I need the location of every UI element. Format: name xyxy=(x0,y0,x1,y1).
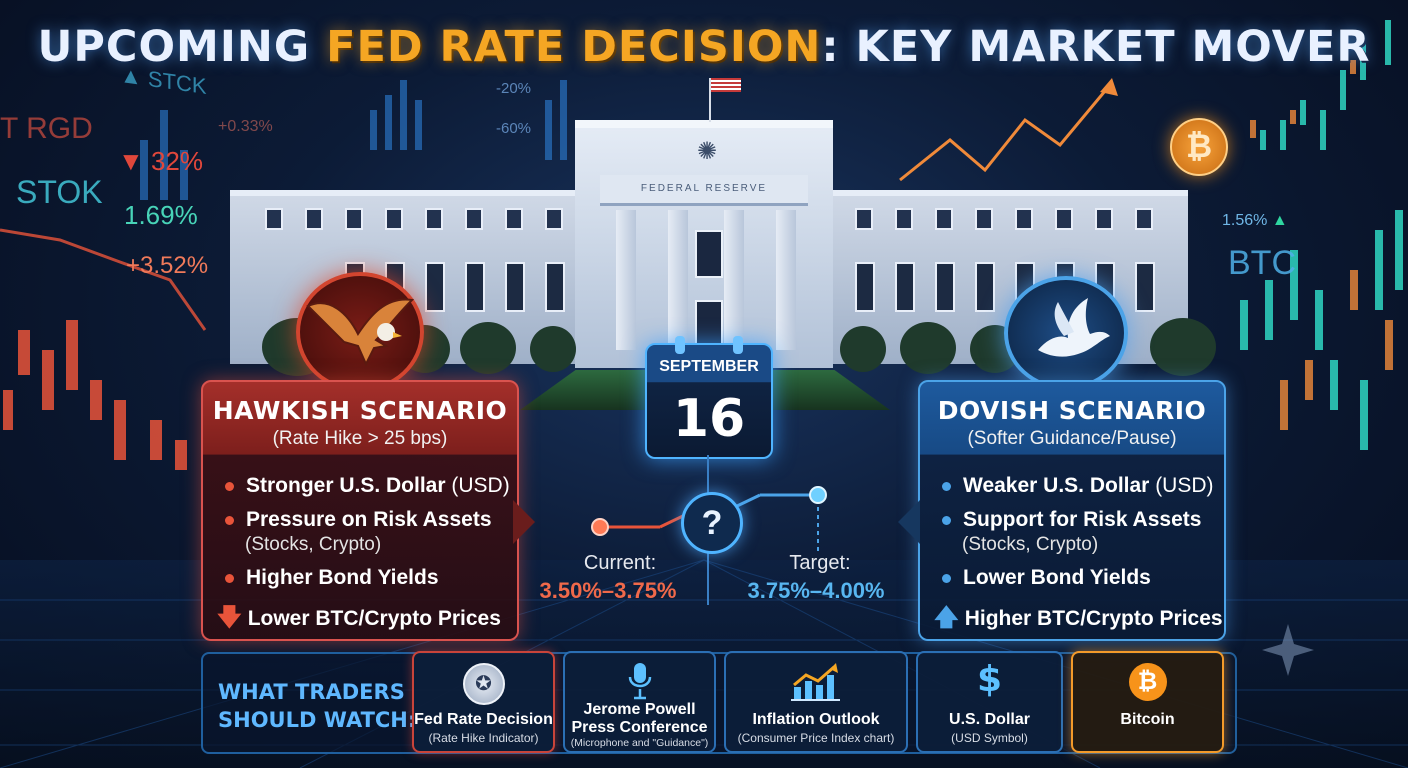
ticker-text: BTC xyxy=(1228,244,1296,282)
ticker-text: -20% xyxy=(496,80,532,97)
rising-chart-icon xyxy=(791,663,840,701)
calendar-ring xyxy=(675,336,685,354)
list-item: 🡅 Higher BTC/Crypto Prices xyxy=(934,604,1223,631)
calendar-day: 16 xyxy=(672,389,746,449)
ticker-text: +0.33% xyxy=(218,118,273,135)
list-item: Weaker U.S. Dollar (USD) xyxy=(942,474,1214,498)
tree xyxy=(840,326,886,372)
list-item-note: (Stocks, Crypto) xyxy=(962,534,1099,555)
sparkle-icon xyxy=(1262,624,1314,676)
watch-item-inflation-outlook: Inflation Outlook (Consumer Price Index … xyxy=(724,651,908,753)
watch-list-heading: WHAT TRADERS SHOULD WATCH: xyxy=(218,680,417,732)
watch-item-title: Inflation Outlook xyxy=(752,711,880,728)
panel-title: HAWKISH SCENARIO xyxy=(212,396,508,425)
panel-subtitle: (Softer Guidance/Pause) xyxy=(967,428,1177,449)
tree xyxy=(530,326,576,372)
page-title: UPCOMING FED RATE DECISION: KEY MARKET M… xyxy=(37,22,1371,72)
column xyxy=(724,210,744,350)
target-rate-value: 3.75%–4.00% xyxy=(747,578,885,603)
entrance-window xyxy=(695,230,723,278)
panel-pointer xyxy=(513,500,535,544)
flag-icon xyxy=(711,78,741,92)
dove-icon xyxy=(1004,276,1128,390)
watch-item-title: Bitcoin xyxy=(1120,711,1175,728)
calendar-ring xyxy=(733,336,743,354)
watch-item-bitcoin: ₿ Bitcoin xyxy=(1071,651,1224,753)
column xyxy=(668,210,688,350)
building-sign: FEDERAL RESERVE xyxy=(600,175,808,206)
watch-item-fed-rate-decision: ✪ Fed Rate Decision (Rate Hike Indicator… xyxy=(412,651,555,753)
current-rate-label: Current: xyxy=(583,552,657,574)
column xyxy=(776,210,796,350)
list-item-note: (Stocks, Crypto) xyxy=(245,534,382,555)
list-item: 🡇 Lower BTC/Crypto Prices xyxy=(217,604,501,631)
left-candlesticks xyxy=(3,320,187,470)
ticker-text: 1.56% ▲ xyxy=(1222,212,1288,229)
rate-path-connector xyxy=(591,455,827,605)
flagpole xyxy=(709,78,711,122)
bitcoin-coin-icon: ₿ xyxy=(1170,118,1228,176)
ticker-text: ▼ 32% xyxy=(118,146,204,176)
ticker-text: +3.52% xyxy=(126,252,209,279)
watch-item-title: Jerome Powell Press Conference xyxy=(571,701,708,736)
hawkish-scenario-panel: HAWKISH SCENARIO (Rate Hike > 25 bps) St… xyxy=(201,380,519,641)
watch-item-subtitle: (Microphone and "Guidance") xyxy=(570,737,709,749)
ticker-text: -60% xyxy=(496,120,532,137)
watch-list-panel xyxy=(201,652,1237,754)
watch-item-subtitle: (Consumer Price Index chart) xyxy=(737,731,895,745)
microphone-icon xyxy=(628,663,651,700)
calendar-month: SEPTEMBER xyxy=(659,358,759,375)
column xyxy=(616,210,636,350)
ticker-text: 1.69% xyxy=(124,200,198,230)
target-rate-label: Target: xyxy=(789,552,851,574)
rising-trend-line xyxy=(899,84,1112,182)
panel-subtitle: (Rate Hike > 25 bps) xyxy=(272,428,448,449)
tree xyxy=(1150,318,1216,376)
list-item: Support for Risk Assets xyxy=(942,508,1201,532)
list-item: Stronger U.S. Dollar (USD) xyxy=(225,474,510,498)
dovish-scenario-panel: DOVISH SCENARIO (Softer Guidance/Pause) … xyxy=(918,380,1226,641)
list-item: Lower Bond Yields xyxy=(942,566,1151,590)
current-rate-value: 3.50%–3.75% xyxy=(539,578,677,603)
up-arrow-icon: 🡅 xyxy=(934,604,959,631)
watch-item-subtitle: (USD Symbol) xyxy=(951,731,1028,745)
ticker-text: T RGD xyxy=(0,112,93,145)
tree xyxy=(900,322,956,374)
left-trend-line xyxy=(0,228,207,331)
list-item: Higher Bond Yields xyxy=(225,566,439,590)
panel-pointer xyxy=(898,500,920,544)
watch-item-subtitle: (Rate Hike Indicator) xyxy=(428,731,539,745)
hawk-eagle-icon xyxy=(296,272,424,392)
bitcoin-icon: ₿ xyxy=(1128,663,1167,701)
question-icon: ? xyxy=(681,492,743,554)
panel-title: DOVISH SCENARIO xyxy=(937,396,1207,425)
watch-item-powell-press-conference: Jerome Powell Press Conference (Microphon… xyxy=(563,651,716,753)
list-item: Pressure on Risk Assets xyxy=(225,508,492,532)
watch-item-title: Fed Rate Decision xyxy=(414,711,553,728)
decision-date-calendar: SEPTEMBER 16 xyxy=(645,336,773,459)
ticker-text: STOK xyxy=(16,174,103,210)
watch-item-us-dollar: $ U.S. Dollar (USD Symbol) xyxy=(916,651,1063,753)
eagle-emblem-icon: ✺ xyxy=(696,138,718,165)
dollar-icon: $ xyxy=(976,659,1003,700)
tree xyxy=(460,322,516,374)
fed-seal-icon: ✪ xyxy=(462,663,505,705)
watch-item-title: U.S. Dollar xyxy=(949,711,1030,728)
down-arrow-icon: 🡇 xyxy=(217,604,242,631)
